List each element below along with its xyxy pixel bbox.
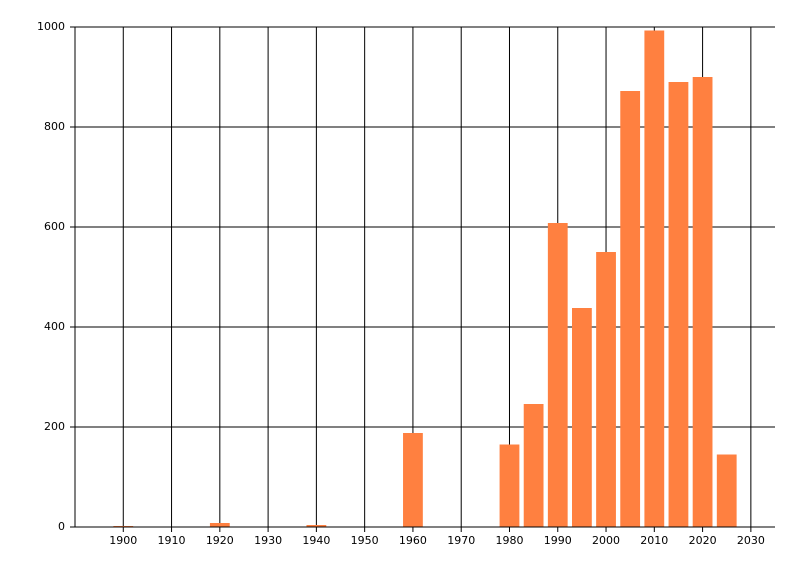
x-tick-label: 1930 <box>254 534 282 547</box>
bar <box>668 82 689 527</box>
x-tick-label: 1900 <box>109 534 137 547</box>
x-tick-label: 1920 <box>206 534 234 547</box>
x-tick-label: 1960 <box>399 534 427 547</box>
x-tick-label: 1990 <box>544 534 572 547</box>
x-tick-label: 1980 <box>495 534 523 547</box>
bar <box>499 444 520 527</box>
y-tick-label: 400 <box>44 320 65 333</box>
x-tick-label: 1940 <box>302 534 330 547</box>
bar <box>644 30 665 527</box>
bar <box>716 454 737 527</box>
y-tick-label: 0 <box>58 520 65 533</box>
bar <box>403 433 423 527</box>
x-tick-label: 2000 <box>592 534 620 547</box>
bar <box>209 523 230 527</box>
y-tick-label: 200 <box>44 420 65 433</box>
x-tick-label: 2020 <box>689 534 717 547</box>
x-tick-label: 2030 <box>737 534 765 547</box>
bar <box>620 91 641 527</box>
y-tick-label: 1000 <box>37 20 65 33</box>
x-tick-label: 2010 <box>640 534 668 547</box>
bar <box>596 252 616 527</box>
bar <box>306 525 327 527</box>
bar <box>523 404 544 527</box>
y-tick-label: 800 <box>44 120 65 133</box>
bar <box>692 77 713 527</box>
x-tick-label: 1910 <box>158 534 186 547</box>
bar <box>547 223 568 527</box>
bar <box>572 308 592 527</box>
y-tick-label: 600 <box>44 220 65 233</box>
x-tick-label: 1950 <box>351 534 379 547</box>
x-tick-label: 1970 <box>447 534 475 547</box>
